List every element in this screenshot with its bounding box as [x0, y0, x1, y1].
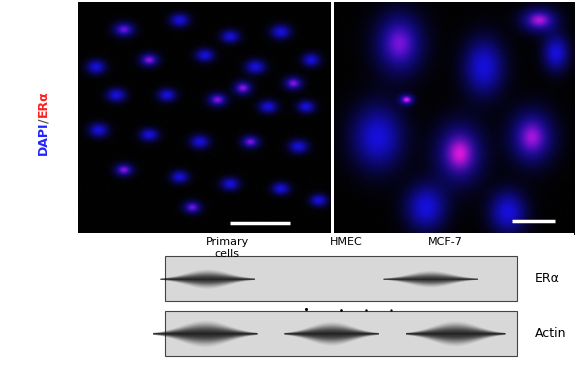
- Text: HMEC: HMEC: [329, 237, 362, 247]
- Text: ERα: ERα: [535, 272, 559, 285]
- Text: /: /: [37, 118, 50, 123]
- Bar: [165, 257, 517, 301]
- Text: MCF-7: MCF-7: [428, 237, 463, 247]
- Text: Actin: Actin: [535, 327, 566, 340]
- Text: DAPI: DAPI: [37, 122, 50, 155]
- Text: ERα: ERα: [37, 90, 50, 117]
- Text: Primary
cells: Primary cells: [205, 237, 249, 259]
- Bar: [165, 311, 517, 356]
